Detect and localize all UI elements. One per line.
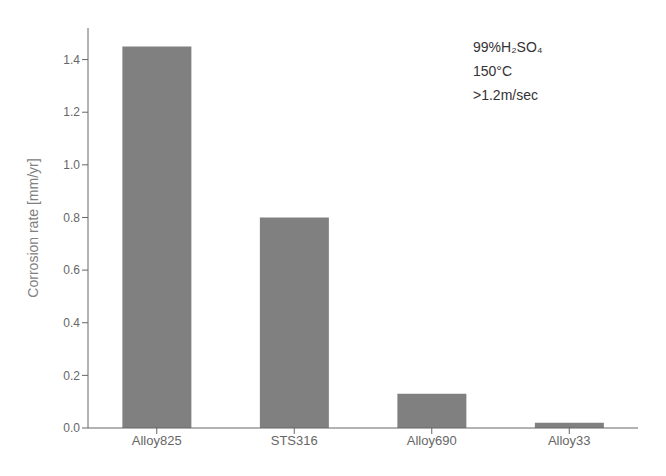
svg-text:Alloy33: Alloy33: [548, 433, 591, 448]
svg-text:0.4: 0.4: [63, 316, 80, 330]
svg-text:1.2: 1.2: [63, 105, 80, 119]
svg-text:STS316: STS316: [271, 433, 318, 448]
html-text:99%H₂SO₄: 99%H₂SO₄: [473, 39, 543, 55]
html-text:>1.2m/sec: >1.2m/sec: [473, 86, 538, 103]
svg-text:Alloy825: Alloy825: [132, 433, 182, 448]
svg-text:Corrosion rate [mm/yr]: Corrosion rate [mm/yr]: [25, 158, 41, 297]
svg-text:0.6: 0.6: [63, 263, 80, 277]
svg-text:0.0: 0.0: [63, 421, 80, 435]
svg-text:Alloy690: Alloy690: [407, 433, 457, 448]
svg-text:1.0: 1.0: [63, 158, 80, 172]
html-text:150°C: 150°C: [473, 62, 513, 79]
svg-text:0.2: 0.2: [63, 369, 80, 383]
svg-text:1.4: 1.4: [63, 53, 80, 67]
svg-text:0.8: 0.8: [63, 211, 80, 225]
